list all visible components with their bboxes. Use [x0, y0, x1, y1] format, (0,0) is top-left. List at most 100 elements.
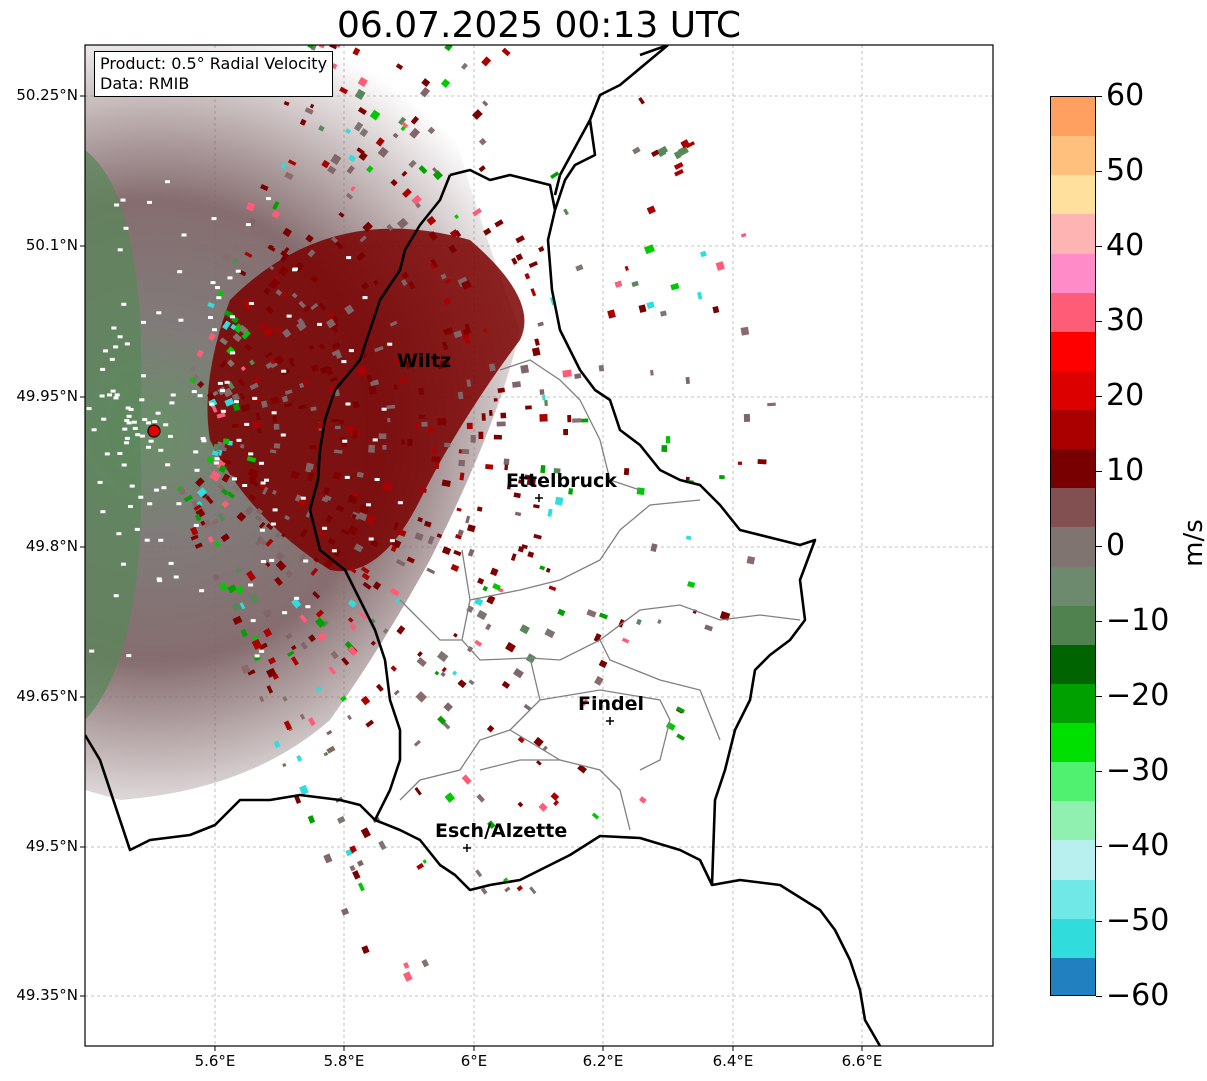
radar-pixel [478, 165, 486, 173]
radar-pixel [644, 244, 655, 255]
radar-pixel [393, 384, 398, 390]
radar-gap [156, 311, 162, 315]
radar-gap [220, 409, 226, 413]
radar-pixel [216, 512, 226, 522]
radar-gap [126, 654, 132, 658]
radar-pixel [314, 617, 326, 628]
radar-pixel [208, 332, 216, 341]
radar-pixel [285, 632, 293, 640]
colorbar-tick-label: 20 [1106, 378, 1145, 413]
radar-gap [177, 270, 183, 274]
radar-pixel [368, 444, 376, 453]
radar-pixel [478, 137, 487, 146]
radar-gap [227, 276, 233, 280]
radar-pixel [547, 508, 553, 517]
radar-pixel [401, 121, 409, 129]
radar-pixel [591, 812, 600, 820]
radar-pixel [434, 462, 440, 470]
radar-pixel [704, 624, 713, 632]
radar-pixel [421, 958, 430, 968]
radar-pixel [231, 393, 240, 402]
radar-gap [230, 315, 235, 319]
radar-gap [280, 433, 286, 437]
radar-pixel [410, 115, 420, 125]
radar-pixel [387, 417, 391, 423]
radar-pixel [448, 244, 457, 254]
radar-pixel [296, 754, 303, 762]
radar-pixel [492, 583, 501, 591]
radar-pixel [475, 869, 483, 878]
lat-label: 49.35°N [16, 986, 78, 1004]
radar-pixel [309, 103, 315, 109]
radar-pixel [440, 78, 451, 88]
radar-gap [138, 495, 144, 499]
radar-pixel [396, 217, 409, 230]
radar-pixel [594, 675, 604, 686]
radar-pixel [411, 194, 422, 206]
radar-pixel [486, 725, 495, 733]
radar-pixel [490, 567, 499, 577]
radar-gap [259, 528, 265, 532]
radar-gap [258, 461, 264, 465]
lat-label: 50.25°N [16, 86, 78, 104]
radar-pixel [222, 320, 231, 331]
radar-gap [126, 421, 132, 425]
radar-pixel [422, 859, 427, 864]
radar-pixel [719, 611, 731, 621]
radar-gap [181, 233, 187, 237]
radar-pixel [632, 146, 641, 155]
radar-pixel [318, 45, 327, 49]
radar-pixel [308, 344, 315, 351]
radar-pixel [212, 390, 219, 397]
colorbar-tick-label: 40 [1106, 228, 1145, 263]
radar-pixel [327, 165, 337, 175]
colorbar-segment [1051, 644, 1095, 685]
radar-pixel [417, 651, 423, 657]
radar-pixel [222, 438, 230, 445]
radar-pixel [285, 569, 293, 578]
colorbar-segment [1051, 840, 1095, 881]
colorbar-unit-label: m/s [1178, 519, 1207, 567]
radar-pixel [440, 671, 446, 677]
colorbar-tick [1096, 471, 1102, 472]
radar-gap [372, 438, 378, 442]
radar-pixel [272, 415, 277, 423]
radar-pixel [269, 449, 277, 454]
radar-pixel [470, 435, 476, 443]
radar-pixel [375, 683, 384, 692]
radar-pixel [339, 86, 349, 95]
lon-label: 6.4°E [712, 1052, 754, 1070]
radar-pixel [352, 401, 360, 409]
radar-pixel [416, 862, 425, 870]
radar-pixel [418, 387, 425, 396]
radar-pixel [352, 430, 358, 439]
radar-pixel [222, 458, 232, 465]
radar-pixel [636, 487, 645, 496]
radar-pixel [538, 802, 548, 812]
radar-gap [121, 463, 127, 467]
radar-pixel [413, 739, 421, 747]
radar-pixel [217, 483, 225, 491]
radar-pixel [428, 231, 438, 241]
radar-pixel [357, 106, 367, 115]
radar-pixel [454, 230, 462, 238]
radar-pixel [461, 449, 470, 455]
radar-gap [128, 505, 133, 508]
radar-pixel [430, 258, 438, 268]
radar-gap [123, 226, 129, 230]
radar-pixel [401, 188, 412, 198]
radar-pixel [263, 287, 271, 296]
radar-pixel [299, 614, 308, 623]
radar-pixel [525, 405, 532, 410]
radar-pixel [331, 236, 339, 244]
radar-pixel [240, 444, 245, 449]
radar-pixel [238, 233, 245, 240]
radar-pixel [423, 520, 432, 528]
radar-pixel [328, 666, 337, 675]
radar-gap [155, 411, 161, 415]
radar-pixel [341, 442, 348, 447]
radar-pixel [318, 531, 327, 539]
radar-pixel [312, 591, 321, 600]
radar-pixel [461, 774, 472, 785]
radar-pixel [538, 246, 545, 253]
